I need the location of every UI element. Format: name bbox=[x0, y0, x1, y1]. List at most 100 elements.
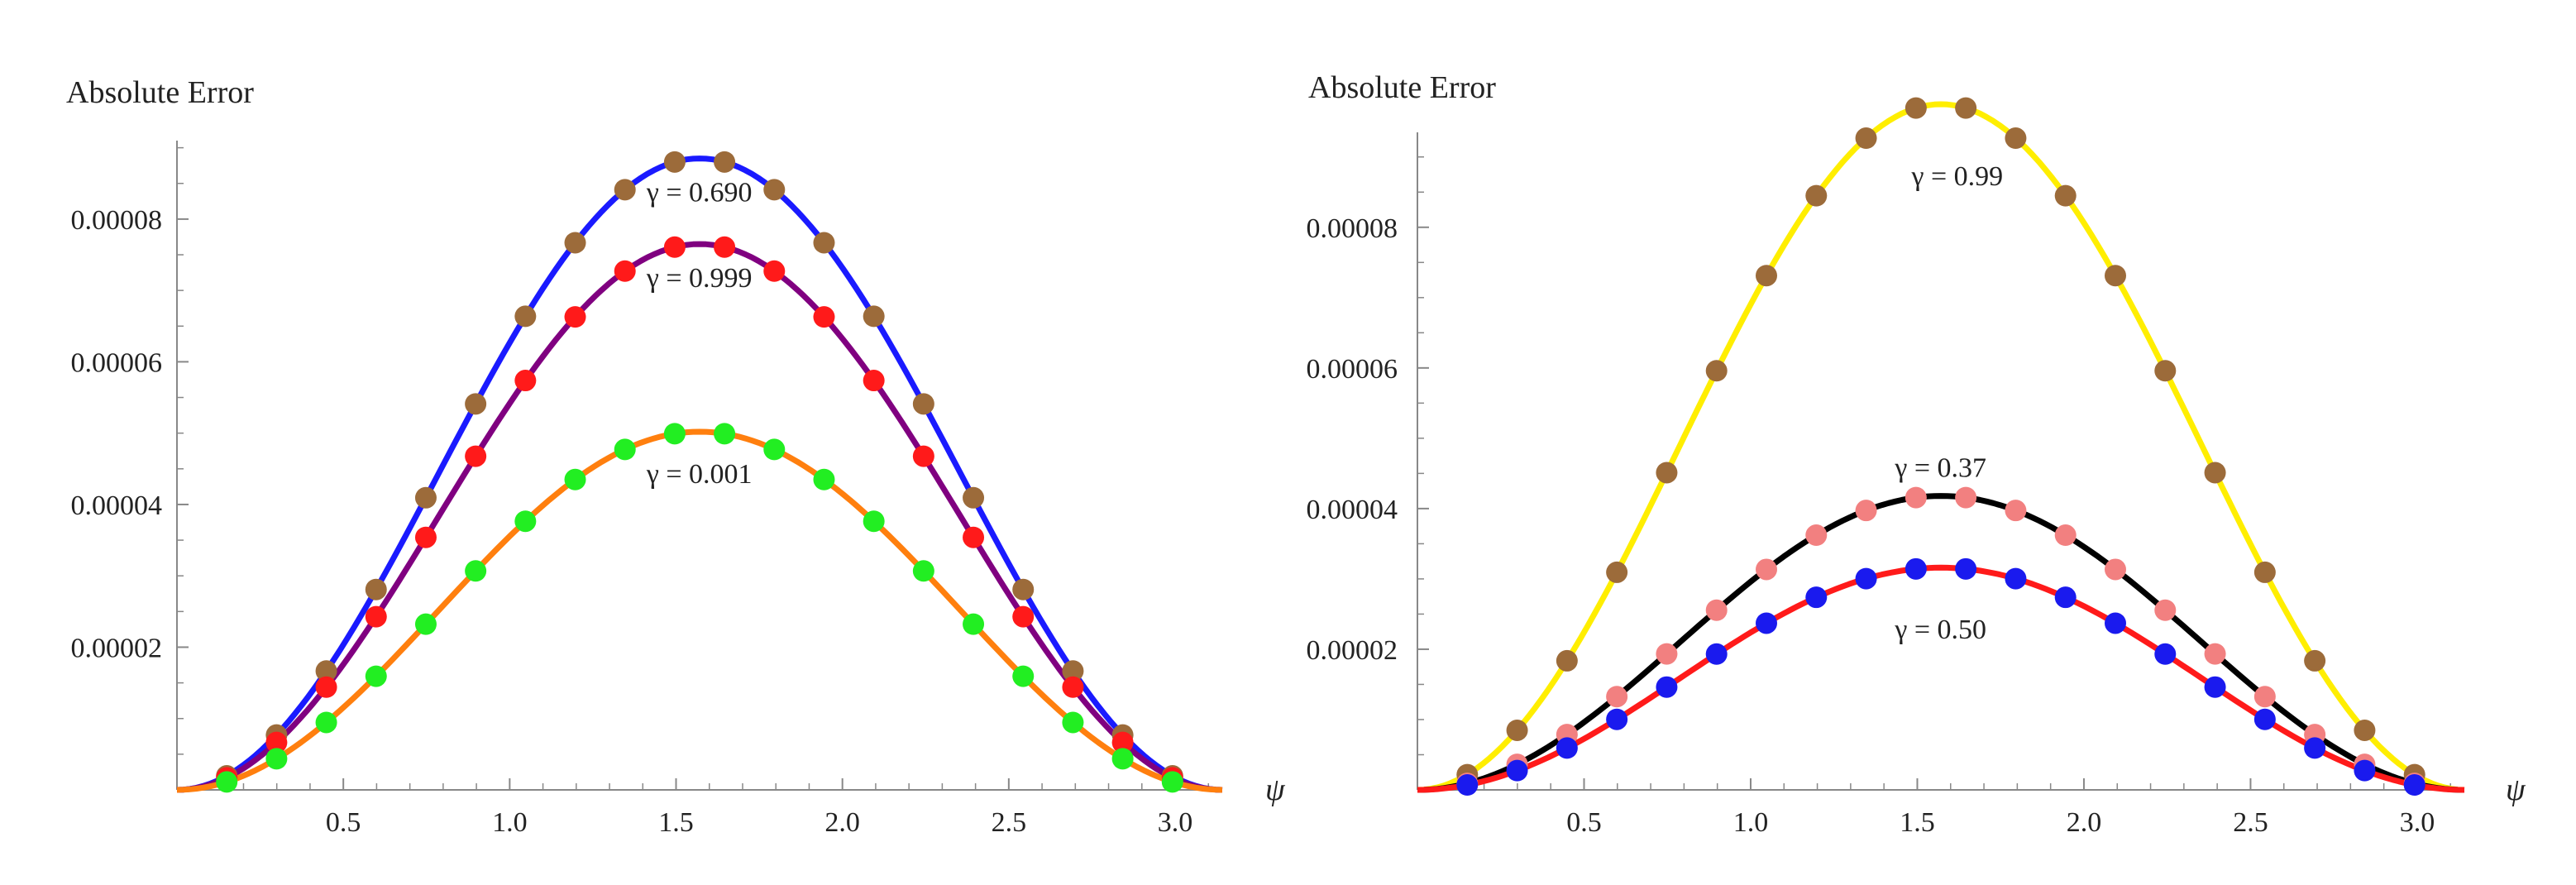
y-tick-label: 0.00002 bbox=[1307, 635, 1398, 666]
data-point-s0 bbox=[813, 232, 835, 254]
data-point-s2 bbox=[912, 560, 934, 582]
data-point-s2 bbox=[2253, 708, 2276, 730]
data-point-s0 bbox=[2253, 561, 2276, 583]
data-point-s1 bbox=[1062, 676, 1084, 698]
data-point-s2 bbox=[2354, 759, 2376, 782]
data-point-s0 bbox=[714, 151, 736, 173]
data-point-s2 bbox=[1062, 711, 1084, 734]
data-point-s1 bbox=[763, 260, 786, 282]
x-tick-label: 1.5 bbox=[658, 807, 694, 838]
data-point-s0 bbox=[315, 660, 337, 682]
data-point-s2 bbox=[1755, 612, 1777, 634]
data-point-s2 bbox=[564, 468, 586, 490]
y-tick-label: 0.00008 bbox=[1307, 213, 1398, 244]
x-axis-title: ψ bbox=[2506, 773, 2526, 807]
data-point-s2 bbox=[1955, 557, 1977, 580]
data-point-s0 bbox=[1656, 462, 1678, 484]
y-tick-label: 0.00006 bbox=[1307, 354, 1398, 385]
series-line-2 bbox=[1417, 564, 2465, 793]
x-tick-label: 1.0 bbox=[492, 807, 528, 838]
data-point-s1 bbox=[2204, 643, 2226, 665]
y-tick-label: 0.00004 bbox=[1307, 495, 1398, 525]
series-line-0 bbox=[176, 155, 1223, 793]
data-point-s0 bbox=[564, 232, 586, 254]
data-point-s1 bbox=[912, 445, 934, 467]
data-point-s1 bbox=[2005, 500, 2027, 522]
data-point-s1 bbox=[1955, 486, 1977, 509]
data-point-s1 bbox=[714, 236, 736, 258]
data-point-s0 bbox=[2204, 462, 2226, 484]
data-point-s2 bbox=[2104, 612, 2126, 634]
data-point-s0 bbox=[763, 179, 786, 201]
data-point-s0 bbox=[1855, 127, 1877, 150]
y-axis-title: Absolute Error bbox=[66, 75, 254, 110]
data-point-s1 bbox=[614, 260, 636, 282]
data-point-s0 bbox=[2154, 360, 2177, 382]
data-point-s1 bbox=[1012, 605, 1035, 628]
data-point-s0 bbox=[465, 393, 487, 415]
data-point-s1 bbox=[514, 370, 537, 392]
y-tick-label: 0.00004 bbox=[71, 490, 163, 521]
series-annotation: γ = 0.001 bbox=[646, 459, 753, 490]
data-point-s1 bbox=[465, 445, 487, 467]
x-tick-label: 1.0 bbox=[1733, 807, 1769, 838]
data-point-s2 bbox=[2304, 737, 2326, 759]
data-point-s0 bbox=[1062, 660, 1084, 682]
data-point-s0 bbox=[1705, 360, 1728, 382]
data-point-s2 bbox=[1012, 665, 1035, 687]
data-point-s1 bbox=[1705, 599, 1728, 621]
data-point-s2 bbox=[2154, 643, 2177, 665]
data-point-s2 bbox=[414, 613, 437, 635]
data-point-s1 bbox=[2154, 599, 2177, 621]
data-point-s1 bbox=[863, 370, 885, 392]
data-point-s1 bbox=[1606, 686, 1628, 708]
x-tick-label: 2.0 bbox=[824, 807, 860, 838]
data-point-s0 bbox=[1955, 97, 1977, 119]
series-line-2 bbox=[176, 428, 1223, 793]
data-point-s2 bbox=[2005, 567, 2027, 590]
chart-panel-left: 0.00002 0.00004 0.00006 0.00008 0.5 1.0 1.5 2.0… bbox=[66, 75, 1286, 838]
x-tick-label: 0.5 bbox=[1566, 807, 1602, 838]
data-point-s2 bbox=[614, 438, 636, 461]
data-point-s1 bbox=[365, 605, 387, 628]
data-point-s1 bbox=[813, 306, 835, 328]
data-point-s0 bbox=[963, 486, 985, 509]
chart-panel-right: 0.00002 0.00004 0.00006 0.00008 0.5 1.0 1.5 2.0… bbox=[1307, 70, 2527, 838]
data-point-s1 bbox=[1855, 500, 1877, 522]
data-point-s2 bbox=[1506, 759, 1528, 782]
data-point-s0 bbox=[1755, 265, 1777, 287]
data-point-s0 bbox=[365, 578, 387, 600]
y-axis-title: Absolute Error bbox=[1308, 70, 1496, 105]
y-tick-label: 0.00002 bbox=[71, 633, 163, 663]
data-point-s1 bbox=[1805, 524, 1828, 547]
x-tick-label: 2.0 bbox=[2067, 807, 2102, 838]
data-point-s2 bbox=[1111, 748, 1134, 770]
series-line-1 bbox=[1417, 493, 2465, 793]
data-point-s1 bbox=[564, 306, 586, 328]
data-point-s2 bbox=[1656, 676, 1678, 698]
data-point-s1 bbox=[2104, 558, 2126, 581]
data-point-s0 bbox=[2104, 265, 2126, 287]
data-point-s0 bbox=[614, 179, 636, 201]
data-point-s1 bbox=[963, 526, 985, 548]
data-point-s2 bbox=[963, 613, 985, 635]
data-point-s2 bbox=[315, 711, 337, 734]
series-annotation: γ = 0.50 bbox=[1894, 615, 1986, 645]
data-point-s0 bbox=[1556, 649, 1578, 672]
series-annotation: γ = 0.99 bbox=[1910, 161, 2003, 192]
data-point-s2 bbox=[1805, 586, 1828, 609]
data-point-s2 bbox=[813, 468, 835, 490]
data-point-s1 bbox=[663, 236, 686, 258]
data-point-s0 bbox=[1012, 578, 1035, 600]
data-point-s1 bbox=[2054, 524, 2077, 547]
data-point-s0 bbox=[2304, 649, 2326, 672]
data-point-s0 bbox=[912, 393, 934, 415]
data-point-s2 bbox=[2204, 676, 2226, 698]
series-line-1 bbox=[176, 241, 1223, 793]
x-tick-label: 2.5 bbox=[2233, 807, 2268, 838]
x-tick-label: 3.0 bbox=[1158, 807, 1193, 838]
data-point-s0 bbox=[2354, 719, 2376, 741]
data-point-s0 bbox=[863, 305, 885, 328]
data-point-s1 bbox=[1656, 643, 1678, 665]
